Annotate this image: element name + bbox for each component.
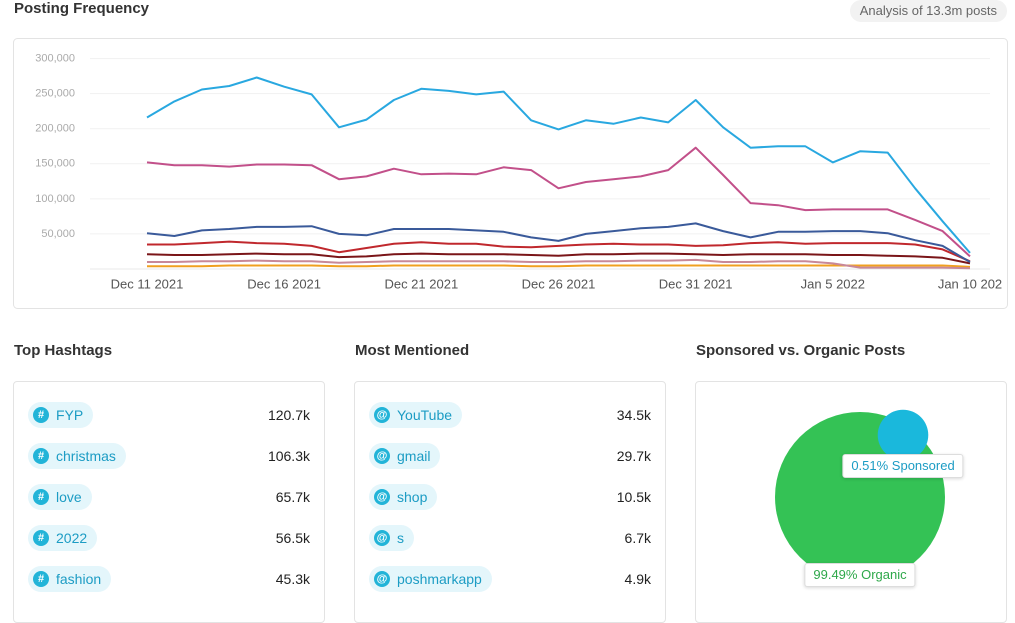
tag-pill[interactable]: @ poshmarkapp — [369, 566, 492, 592]
y-tick-label: 100,000 — [35, 193, 75, 205]
bubble-label: 99.49% Organic — [804, 563, 916, 587]
section-title: Most Mentioned — [355, 342, 470, 359]
pill-icon: # — [33, 407, 49, 423]
pill-icon: @ — [374, 448, 390, 464]
y-tick-label: 300,000 — [35, 53, 75, 65]
tag-pill[interactable]: #2022 — [28, 525, 98, 551]
list-row: @ gmail 29.7k — [369, 443, 651, 469]
bubble-label: 0.51% Sponsored — [842, 454, 964, 478]
x-tick-label: Dec 16 2021 — [247, 276, 321, 291]
hashtags-panel: # FYP 120.7k # christmas 106.3k # love 65.7k #202… — [13, 381, 325, 623]
pill-text: fashion — [56, 571, 102, 587]
pill-icon: @ — [374, 530, 390, 546]
pill-text: gmail — [397, 448, 431, 464]
row-count: 29.7k — [616, 448, 651, 464]
series-line — [147, 258, 971, 270]
row-count: 4.9k — [624, 571, 651, 587]
series-line — [147, 240, 971, 263]
list-row: # love 65.7k — [28, 484, 310, 510]
row-count: 56.5k — [275, 530, 310, 546]
pill-icon: @ — [374, 489, 390, 505]
row-count: 34.5k — [616, 407, 651, 423]
pill-text: love — [56, 489, 82, 505]
tag-pill[interactable]: # FYP — [28, 402, 94, 428]
row-count: 65.7k — [275, 489, 310, 505]
pill-text: christmas — [56, 448, 116, 464]
bubble — [877, 409, 929, 461]
tag-pill[interactable]: @ s — [369, 525, 414, 551]
analysis-badge: Analysis of 13.3m posts — [849, 0, 1007, 22]
pill-text: shop — [397, 489, 428, 505]
tag-pill[interactable]: @ shop — [369, 484, 438, 510]
list-row: #2022 56.5k — [28, 525, 310, 551]
series-line — [146, 252, 971, 265]
y-tick-label: 250,000 — [35, 88, 75, 100]
x-tick-label: Dec 21 2021 — [384, 276, 458, 291]
list-row: @ YouTube 34.5k — [369, 402, 651, 428]
list-row: # christmas 106.3k — [28, 443, 310, 469]
row-count: 10.5k — [616, 489, 651, 505]
tag-pill[interactable]: # love — [28, 484, 92, 510]
y-tick-label: 200,000 — [35, 123, 75, 135]
list-row: # fashion 45.3k — [28, 566, 310, 592]
pill-text: YouTube — [397, 407, 453, 423]
pill-icon: # — [33, 489, 49, 505]
pill-icon: # — [33, 571, 49, 587]
list-row: # FYP 120.7k — [28, 402, 310, 428]
pill-text: s — [397, 530, 404, 546]
series-line — [146, 76, 971, 254]
tag-pill[interactable]: @ gmail — [369, 443, 441, 469]
pill-icon: # — [33, 530, 49, 546]
tag-pill[interactable]: # fashion — [28, 566, 112, 592]
pill-icon: @ — [374, 407, 390, 423]
list-row: @ s 6.7k — [369, 525, 651, 551]
tag-pill[interactable]: @ YouTube — [369, 402, 463, 428]
series-line — [147, 264, 971, 268]
chart-title: Posting Frequency — [14, 0, 150, 17]
list-row: @ poshmarkapp 4.9k — [369, 566, 651, 592]
mentions-panel: @ YouTube 34.5k @ gmail 29.7k @ shop 10.5k @ s 6.7k… — [354, 381, 666, 623]
section-title: Top Hashtags — [14, 342, 113, 359]
page: Posting Frequency 50,000 100,000 150,000 20… — [13, 0, 1008, 623]
section-title: Sponsored vs. Organic Posts — [696, 342, 906, 359]
x-tick-label: Dec 11 2021 — [111, 276, 184, 291]
row-count: 6.7k — [624, 530, 651, 546]
chart-panel — [13, 38, 1008, 309]
tag-pill[interactable]: # christmas — [28, 443, 126, 469]
series-line — [146, 222, 971, 263]
row-count: 45.3k — [275, 571, 310, 587]
list-row: @ shop 10.5k — [369, 484, 651, 510]
pill-text: FYP — [56, 407, 84, 423]
y-tick-label: 50,000 — [41, 228, 75, 240]
pill-text: poshmarkapp — [397, 571, 482, 587]
pill-icon: @ — [374, 571, 390, 587]
pill-text: 2022 — [56, 530, 88, 546]
row-count: 120.7k — [267, 407, 310, 423]
pill-icon: # — [33, 448, 49, 464]
bubble-chart — [775, 409, 945, 582]
x-tick-label: Dec 31 2021 — [659, 276, 733, 291]
series-line — [146, 146, 971, 258]
x-tick-label: Jan 5 2022 — [801, 276, 865, 291]
x-tick-label: Dec 26 2021 — [522, 276, 596, 291]
row-count: 106.3k — [267, 448, 310, 464]
posting-chart: Posting Frequency 50,000 100,000 150,000 20… — [13, 0, 1008, 309]
x-tick-label: Jan 10 202 — [938, 276, 1002, 291]
y-tick-label: 150,000 — [35, 158, 75, 170]
